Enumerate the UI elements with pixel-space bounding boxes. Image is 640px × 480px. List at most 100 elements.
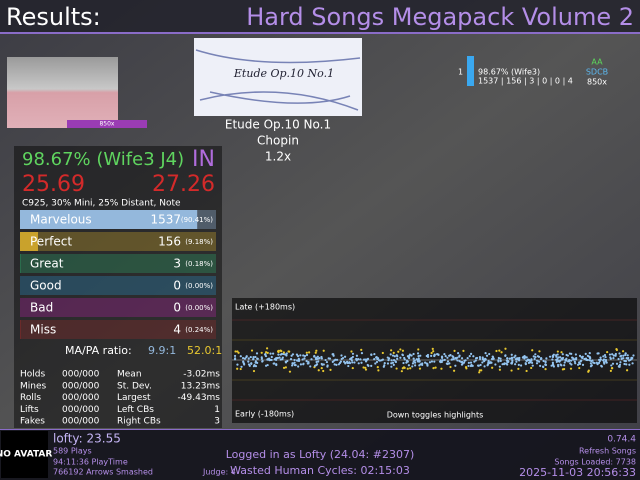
offset-dot [236, 363, 239, 366]
offset-dot [552, 353, 555, 356]
judgment-name: Great [30, 257, 64, 271]
offset-dot [357, 362, 360, 365]
offset-dot [604, 355, 607, 359]
stat-value: 000/000 [62, 405, 100, 415]
offset-dot [399, 348, 402, 351]
offset-dot [386, 356, 389, 359]
offset-dot [408, 353, 412, 356]
offset-dot [389, 353, 392, 356]
offset-dot [456, 356, 459, 359]
offset-dot [266, 347, 269, 350]
offset-dot [322, 363, 325, 366]
judgment-name: Bad [30, 301, 53, 315]
offset-dot [504, 354, 507, 357]
offset-dot [434, 366, 437, 369]
offset-dot [293, 363, 296, 367]
offset-dot [454, 364, 457, 367]
offset-dot [474, 357, 478, 360]
offset-dot [510, 356, 514, 359]
offset-dot [488, 352, 491, 356]
offset-dot [544, 363, 547, 366]
banner-text: Etude Op.10 No.1 [233, 67, 334, 80]
offset-dot [357, 358, 360, 361]
msd: 27.26 [152, 172, 215, 197]
offset-dot [457, 352, 460, 355]
offset-dot [432, 367, 435, 370]
judgment-row-bg [20, 254, 216, 273]
score-panel [14, 146, 222, 428]
judgment-bar [20, 232, 38, 251]
offset-dot [448, 362, 451, 365]
offset-dot [561, 356, 565, 360]
offset-dot [600, 365, 603, 368]
offset-dot [492, 357, 495, 360]
offset-dot [454, 357, 457, 360]
footer-bar [0, 429, 640, 480]
offset-dot [514, 363, 517, 366]
offset-dot [308, 351, 311, 354]
stat-value: 000/000 [62, 393, 100, 403]
offset-dot [497, 356, 500, 360]
offset-dot [386, 362, 390, 365]
offset-dot [478, 357, 482, 361]
offset-dot [332, 354, 335, 357]
offset-dot [276, 356, 279, 360]
song-rate: 1.2x [265, 150, 291, 164]
song-title: Etude Op.10 No.1 [225, 118, 331, 132]
offset-dot [619, 361, 622, 364]
stat-label: Left CBs [117, 405, 154, 415]
offset-dot [320, 357, 323, 360]
offset-dot [507, 360, 510, 363]
stats: Holds 000/000 Mines 000/000 Rolls 000/000 Lift… [20, 370, 220, 427]
offset-dot [266, 351, 269, 354]
arrows: 766192 Arrows Smashed [53, 468, 153, 477]
offset-dot [370, 353, 373, 356]
offset-dot [411, 365, 414, 368]
offset-dot [578, 362, 581, 365]
offset-dot [559, 356, 562, 359]
offset-dot [261, 360, 264, 363]
offset-dot [437, 353, 440, 356]
offset-dot [499, 359, 502, 363]
stat-label: Fakes [20, 417, 45, 427]
offset-dot [373, 357, 376, 361]
judgment-count: 4 [173, 323, 181, 337]
offset-dot [383, 364, 386, 367]
offset-dot [614, 354, 617, 357]
offset-dot [478, 369, 481, 372]
offset-dot [433, 354, 436, 357]
offset-dot [533, 357, 536, 361]
plays: 589 Plays [53, 447, 92, 456]
offset-dot [264, 351, 268, 354]
offset-dot [417, 348, 420, 351]
mods: C925, 30% Mini, 25% Distant, Note [22, 199, 181, 209]
offset-dot [260, 357, 264, 360]
offset-dot [491, 366, 494, 369]
offset-dot [592, 361, 595, 364]
offset-dot [557, 365, 560, 368]
offset-dot [351, 366, 354, 370]
refresh-songs[interactable]: Refresh Songs [579, 447, 636, 456]
avatar [1, 431, 48, 478]
offset-dot [587, 370, 590, 373]
offset-dot [513, 356, 516, 359]
judgment-row-bg [20, 320, 216, 339]
offset-dot [611, 353, 614, 356]
offset-dot [239, 355, 242, 358]
offset-dot [446, 360, 450, 363]
score-rank: 1 [458, 68, 463, 77]
offset-dot [277, 353, 280, 356]
offset-dot [376, 366, 379, 369]
offset-dot [287, 350, 290, 353]
offset-dot [282, 351, 285, 354]
offset-dot [625, 357, 628, 360]
offset-dot [419, 354, 422, 357]
offset-dot [555, 360, 558, 363]
offset-dot [279, 358, 282, 361]
offset-dot [580, 359, 583, 362]
offset-dot [541, 365, 545, 368]
offset-dot [614, 352, 617, 356]
offset-dot [542, 359, 545, 363]
offset-dot [568, 359, 571, 363]
